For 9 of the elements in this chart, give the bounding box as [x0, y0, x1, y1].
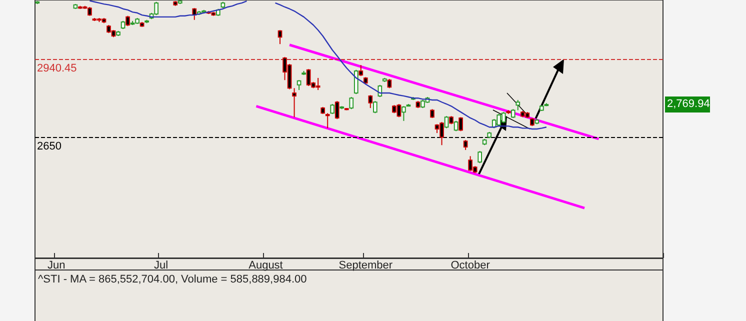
- x-tick-label: August: [248, 260, 283, 272]
- x-tick-label: October: [450, 260, 490, 272]
- ref-line-label: 2940.45: [37, 62, 77, 75]
- x-tick-label: Jul: [154, 260, 168, 272]
- ref-line-label: 2650: [37, 140, 62, 153]
- x-tick-label: Jun: [48, 260, 66, 272]
- text: 2,769.94: [667, 98, 710, 110]
- x-tick-label: September: [338, 260, 393, 272]
- text: ^STI - MA = 865,552,704.00, Volume = 585,889,984.00: [38, 274, 307, 286]
